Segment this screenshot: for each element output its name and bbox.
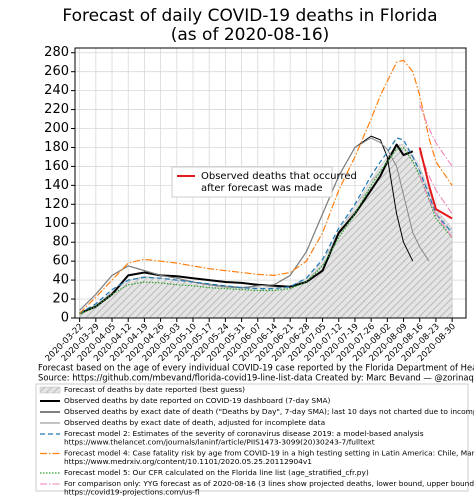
- y-tick-label: 220: [44, 102, 69, 117]
- legend-link: https://www.medrxiv.org/content/10.1101/…: [64, 457, 312, 466]
- y-tick-label: 240: [44, 83, 69, 98]
- y-tick-label: 0: [61, 311, 69, 326]
- inset-legend-box: [171, 166, 333, 198]
- y-tick-label: 260: [44, 64, 69, 79]
- legend-swatch: [39, 386, 61, 394]
- chart-title: Forecast of daily COVID-19 deaths in Flo…: [62, 6, 437, 26]
- y-tick-label: 40: [52, 273, 69, 288]
- y-tick-label: 120: [44, 197, 69, 212]
- legend-label: For comparison only: YYG forecast as of …: [64, 479, 474, 488]
- y-tick-label: 60: [52, 254, 69, 269]
- series-line: [79, 137, 430, 311]
- y-tick-label: 20: [52, 292, 69, 307]
- legend-label: Forecast model 5: Our CFR calculated on …: [64, 468, 369, 477]
- legend-label: Forecast model 4: Case fatality risk by …: [64, 449, 474, 458]
- legend-label: Observed deaths by date reported on COVI…: [64, 396, 331, 405]
- legend-box: [35, 383, 469, 492]
- y-tick-label: 200: [44, 121, 69, 136]
- y-tick-label: 140: [44, 178, 69, 193]
- series-line: [419, 104, 453, 167]
- legend-label: after forecast was made: [201, 183, 323, 194]
- legend-label: Observed deaths that occurred: [201, 171, 357, 182]
- footer: Source: https://github.com/mbevand/flori…: [38, 373, 474, 383]
- chart-title: (as of 2020-08-16): [171, 25, 330, 45]
- y-tick-label: 100: [44, 216, 69, 231]
- y-tick-label: 160: [44, 159, 69, 174]
- series-line: [418, 147, 453, 220]
- legend-label: Observed deaths by exact date of death (…: [64, 407, 474, 416]
- y-tick-label: 80: [52, 235, 69, 250]
- series-line: [419, 175, 453, 238]
- legend-label: Forecast model 2: Estimates of the sever…: [64, 429, 424, 438]
- plot-frame: [74, 47, 467, 319]
- legend-label: Observed deaths by exact date of death, …: [64, 418, 325, 427]
- series-line: [79, 137, 453, 314]
- y-tick-label: 280: [44, 45, 69, 60]
- footer: Forecast based on the age of every indiv…: [38, 363, 474, 373]
- series-line: [79, 59, 453, 314]
- legend-link: https://www.thelancet.com/journals/lanin…: [64, 438, 375, 447]
- y-tick-label: 180: [44, 140, 69, 155]
- legend-link: https://covid19-projections.com/us-fl: [64, 488, 200, 496]
- legend-label: Forecast of deaths by date reported (bes…: [64, 385, 245, 394]
- series-line: [79, 146, 453, 315]
